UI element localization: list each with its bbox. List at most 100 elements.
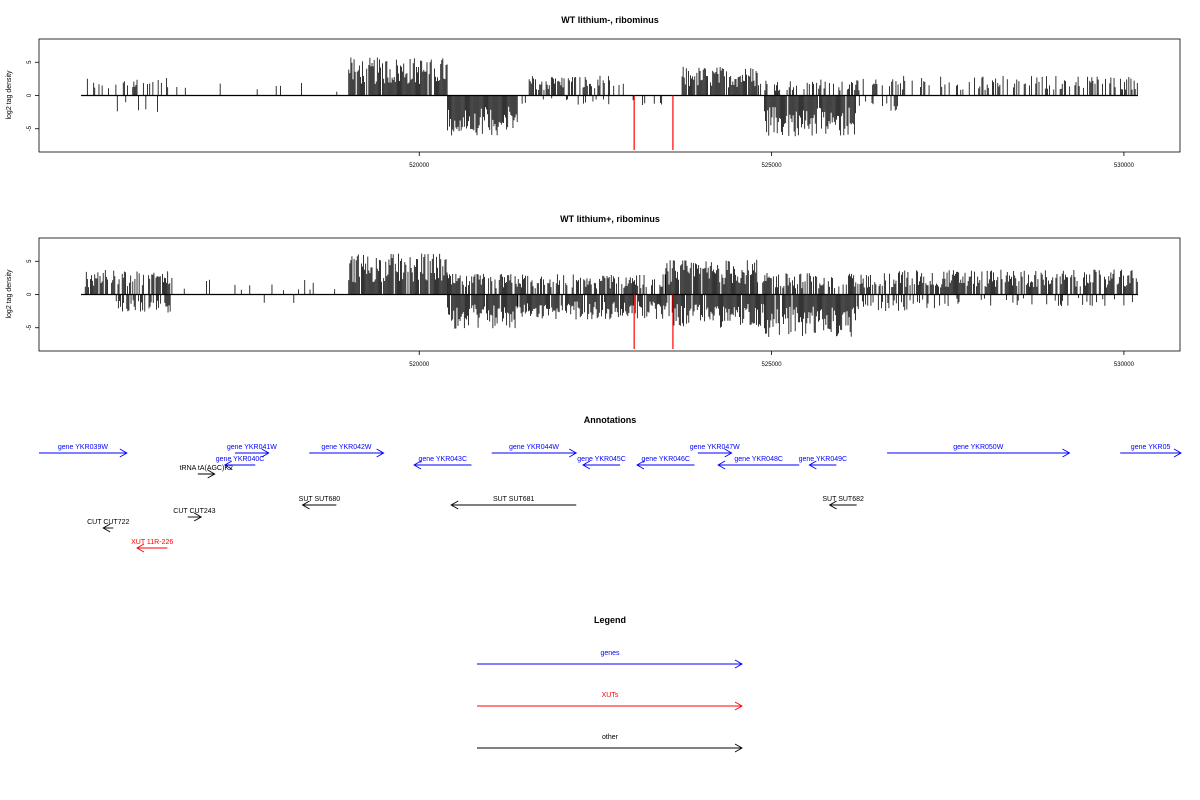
annotation-feature: gene YKR045C	[577, 456, 626, 470]
feature-label: gene YKR045C	[577, 456, 626, 463]
annotation-feature: SUT SUT682	[822, 496, 864, 510]
arrowhead-left-icon	[301, 500, 310, 510]
arrowhead-left-icon	[223, 460, 233, 470]
annotation-feature: gene YKR044W	[491, 444, 578, 458]
arrowhead-left-icon	[102, 523, 111, 533]
feature-label: gene YKR049C	[799, 456, 848, 463]
arrowhead-right-icon	[1062, 448, 1071, 458]
annotation-feature: CUT CUT722	[87, 519, 129, 533]
annotation-feature: gene YKR039W	[39, 444, 128, 458]
arrowhead-right-icon	[1173, 448, 1182, 458]
annotations-track: Annotations gene YKR039W gene YKR041Wgene…	[39, 415, 1182, 553]
legend-title: Legend	[594, 615, 626, 625]
panel-title: WT lithium-, ribominus	[561, 15, 659, 25]
y-tick-label: 0	[27, 93, 33, 97]
arrowhead-right-icon	[568, 448, 578, 458]
annotation-feature: XUT 11R-226	[131, 539, 173, 553]
annotation-feature: gene YKR046C	[636, 456, 695, 470]
panel-title: WT lithium+, ribominus	[560, 214, 660, 224]
legend-entries: genes XUTs other	[477, 650, 743, 753]
coverage-bars	[81, 57, 1138, 151]
feature-label: gene YKR039W	[58, 444, 108, 451]
annotation-feature: tRNA tA(AGC)K2	[180, 465, 233, 479]
legend-label: other	[602, 734, 619, 741]
y-tick-label: -5	[27, 125, 33, 131]
arrowhead-right-icon	[119, 448, 128, 458]
feature-label: gene YKR043C	[418, 456, 467, 463]
x-axis: 520000 525000 530000	[409, 351, 1135, 368]
feature-label: gene YKR05	[1131, 444, 1171, 451]
legend: Legend genes XUTs other	[477, 615, 743, 753]
arrowhead-left-icon	[450, 500, 459, 510]
feature-label: gene YKR050W	[953, 444, 1003, 451]
x-tick-label: 520000	[409, 163, 430, 169]
arrowhead-right-icon	[376, 448, 385, 458]
feature-label: XUT 11R-226	[131, 539, 173, 546]
arrowhead-right-icon	[207, 469, 216, 479]
feature-label: tRNA tA(AGC)K2	[180, 465, 233, 472]
arrowhead-right-icon	[261, 448, 270, 458]
feature-label: gene YKR042W	[321, 444, 371, 451]
legend-label: XUTs	[602, 692, 619, 699]
y-tick-label: 5	[27, 60, 33, 64]
annotation-feature: gene YKR042W	[309, 444, 385, 458]
arrowhead-left-icon	[828, 500, 837, 510]
feature-label: gene YKR040C	[216, 456, 265, 463]
annotation-feature: gene YKR047W	[690, 444, 740, 458]
arrowhead-right-icon	[193, 512, 203, 522]
x-tick-label: 520000	[409, 362, 430, 368]
arrowhead-left-icon	[636, 460, 645, 470]
arrowhead-left-icon	[808, 460, 817, 470]
legend-entry: genes	[477, 650, 743, 669]
annotation-feature: gene YKR040C	[216, 456, 265, 470]
feature-label: SUT SUT682	[822, 496, 864, 503]
y-axis-label: log2 tag density	[6, 269, 13, 319]
y-tick-label: -5	[27, 324, 33, 330]
annotation-items: gene YKR039W gene YKR041W gene YKR040C tRNA…	[39, 444, 1182, 553]
arrowhead-right-icon	[724, 448, 733, 458]
feature-label: gene YKR046C	[641, 456, 690, 463]
arrowhead-right-icon	[734, 743, 743, 753]
annotation-feature: gene YKR043C	[413, 456, 472, 470]
feature-label: CUT CUT722	[87, 519, 129, 526]
y-tick-label: 0	[27, 292, 33, 296]
x-tick-label: 525000	[762, 163, 783, 169]
arrowhead-left-icon	[136, 543, 145, 553]
y-axis: -5 0 5	[27, 60, 39, 131]
annotation-feature: CUT CUT243	[173, 508, 216, 522]
legend-entry: XUTs	[477, 692, 743, 711]
legend-entry: other	[477, 734, 743, 753]
annotation-feature: gene YKR05	[1120, 444, 1182, 458]
y-tick-label: 5	[27, 259, 33, 263]
arrowhead-right-icon	[734, 701, 743, 711]
feature-label: SUT SUT681	[493, 496, 535, 503]
feature-label: gene YKR048C	[734, 456, 783, 463]
arrowhead-left-icon	[582, 460, 591, 470]
annotation-feature: gene YKR050W	[887, 444, 1071, 458]
legend-label: genes	[600, 650, 620, 657]
annotation-feature: gene YKR049C	[799, 456, 848, 470]
x-tick-label: 530000	[1114, 163, 1135, 169]
x-tick-label: 530000	[1114, 362, 1135, 368]
coverage-bars	[81, 253, 1138, 350]
feature-label: gene YKR041W	[227, 444, 277, 451]
y-axis: -5 0 5	[27, 259, 39, 330]
annotations-title: Annotations	[584, 415, 637, 425]
feature-label: gene YKR047W	[690, 444, 740, 451]
arrowhead-left-icon	[717, 460, 726, 470]
annotation-feature: SUT SUT680	[299, 496, 341, 510]
x-axis: 520000 525000 530000	[409, 152, 1135, 169]
feature-label: SUT SUT680	[299, 496, 341, 503]
feature-label: gene YKR044W	[509, 444, 559, 451]
annotation-feature: gene YKR048C	[717, 456, 800, 470]
feature-label: CUT CUT243	[173, 508, 215, 515]
coverage-panel-lithium-plus: WT lithium+, ribominus log2 tag density …	[6, 214, 1181, 368]
arrowhead-right-icon	[734, 659, 743, 669]
annotation-feature: gene YKR041W	[227, 444, 277, 458]
coverage-panel-lithium-minus: WT lithium-, ribominus log2 tag density …	[6, 15, 1181, 169]
arrowhead-left-icon	[413, 460, 422, 470]
y-axis-label: log2 tag density	[6, 70, 13, 120]
annotation-feature: SUT SUT681	[450, 496, 577, 510]
x-tick-label: 525000	[762, 362, 783, 368]
